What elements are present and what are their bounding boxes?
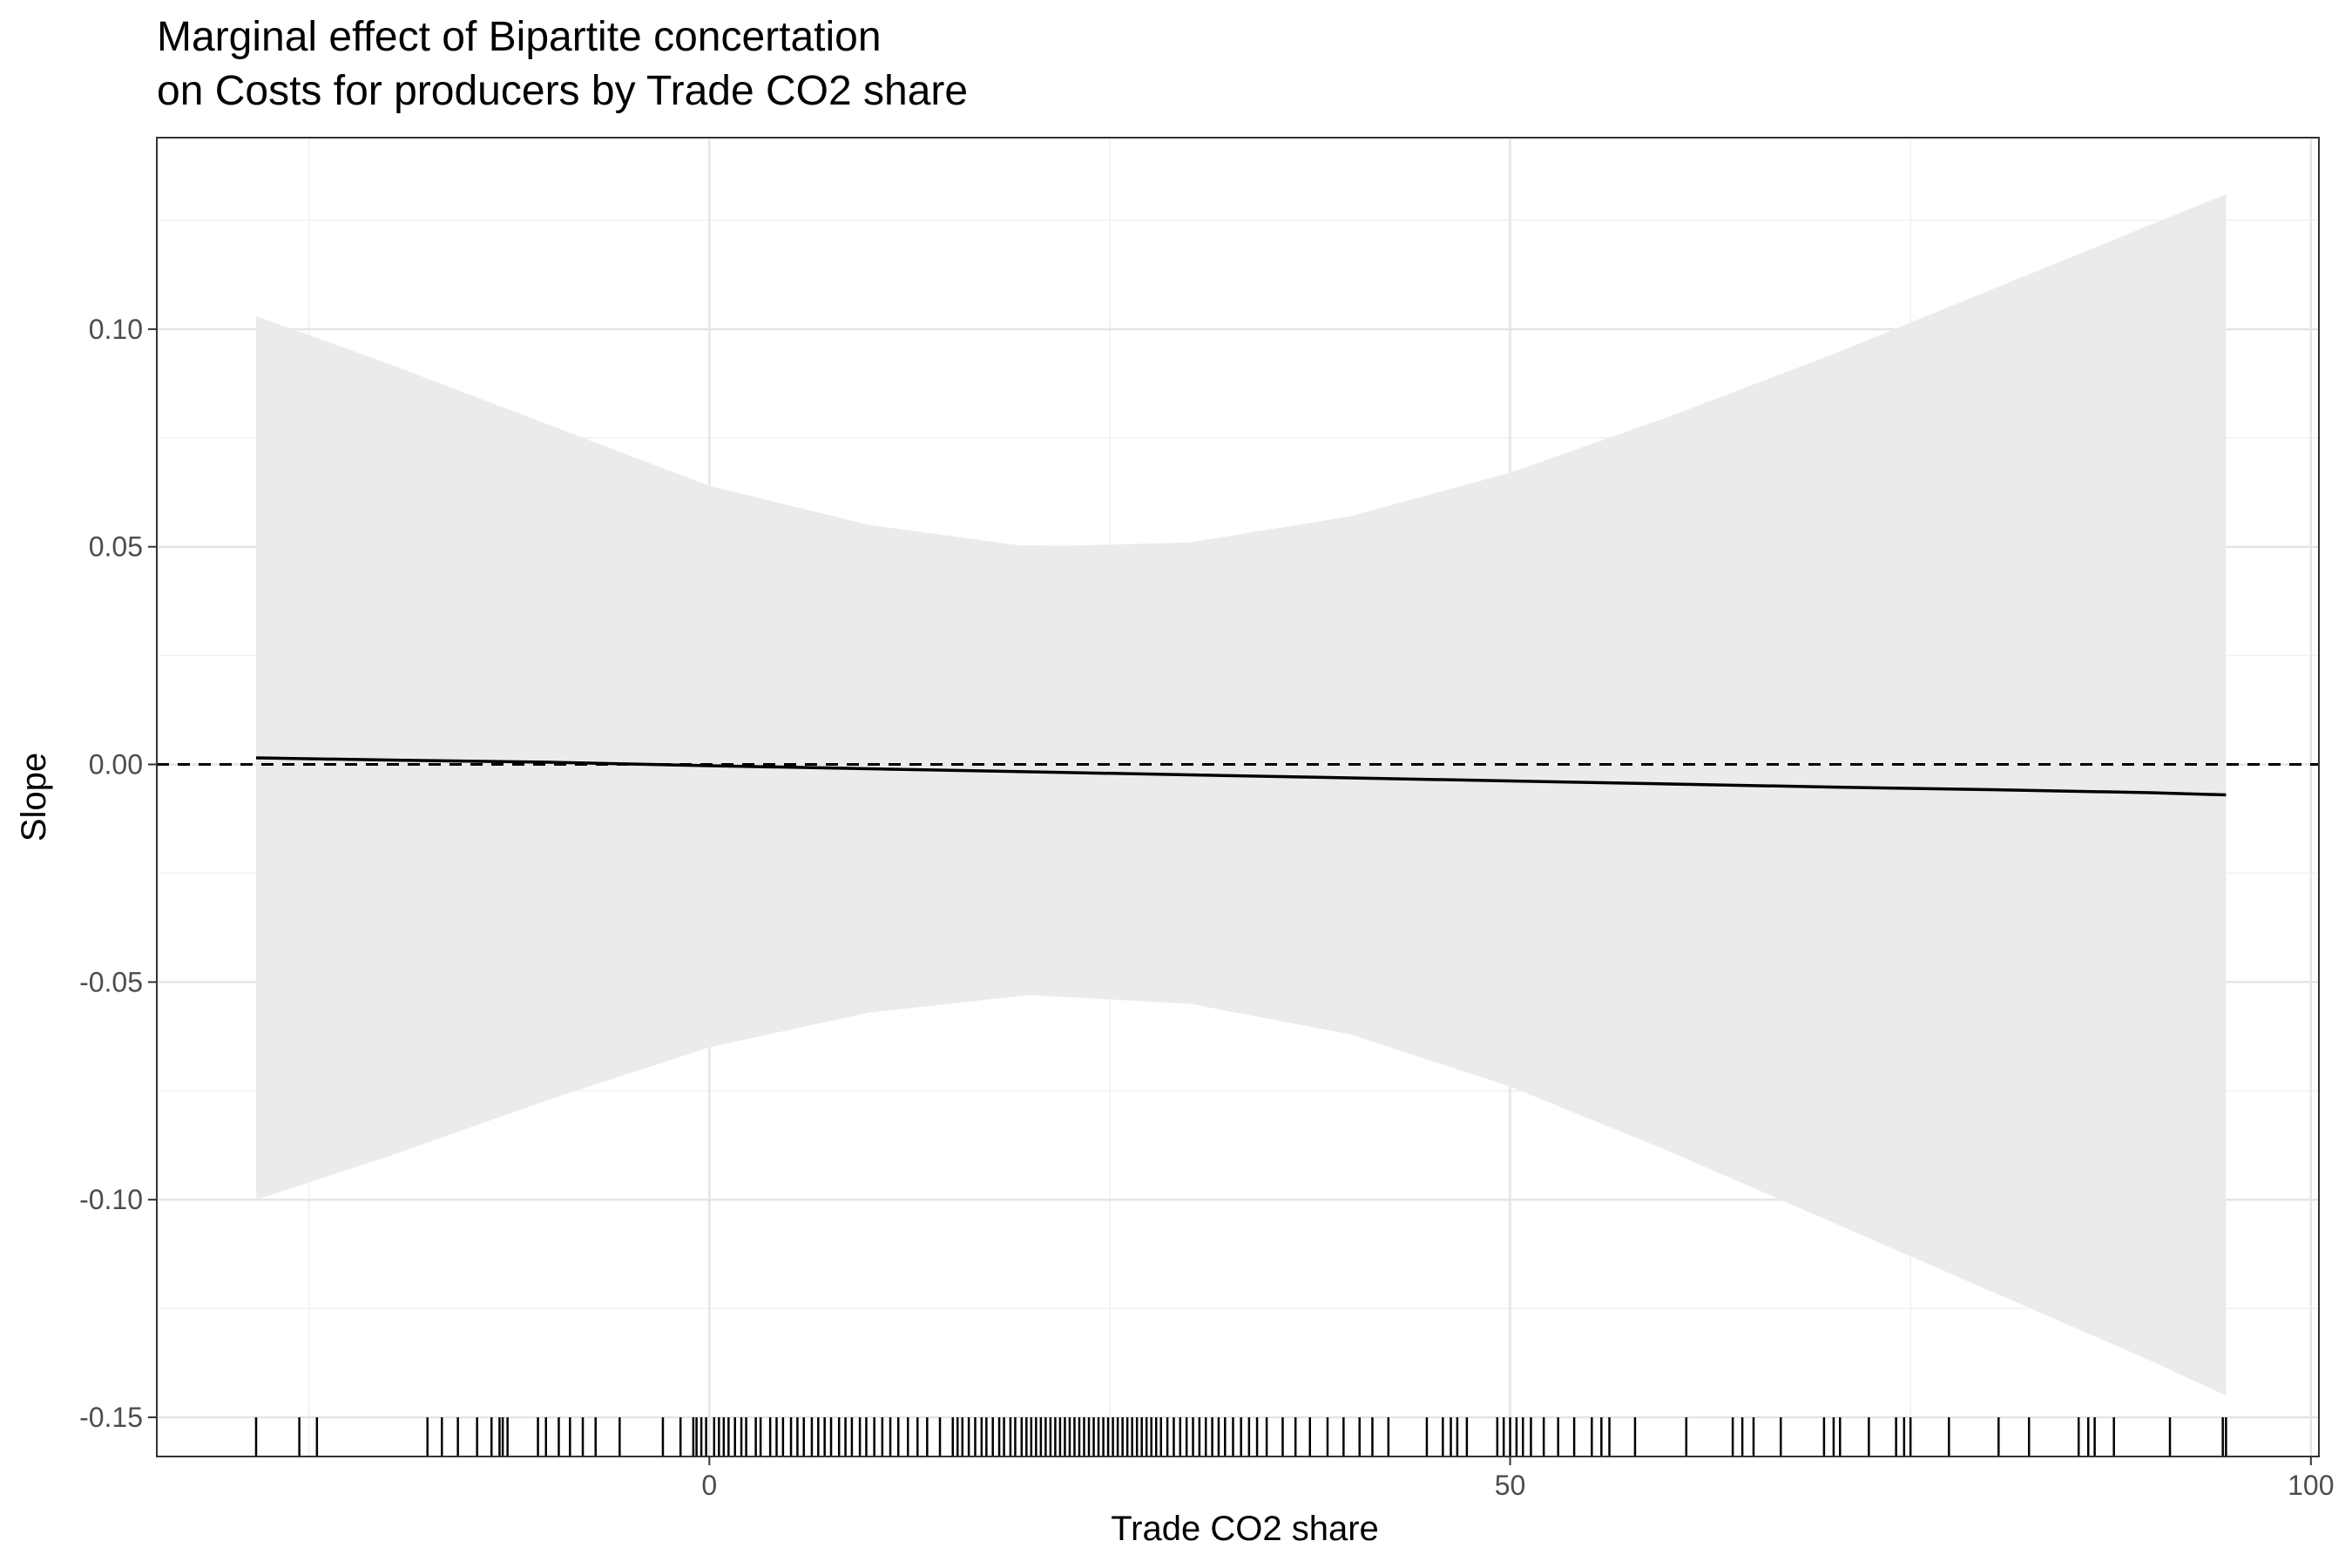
x-tick-label: 100 — [2288, 1470, 2334, 1501]
y-tick-label: -0.10 — [79, 1184, 143, 1215]
y-tick-label: -0.05 — [79, 966, 143, 997]
y-tick-label: 0.00 — [89, 749, 143, 781]
marginal-effect-line — [255, 756, 2227, 797]
plot-area — [156, 137, 2320, 1457]
x-tick-label: 50 — [1495, 1470, 1526, 1501]
plot-border — [156, 137, 2320, 1457]
x-axis: 0 50 100 — [701, 1456, 2335, 1501]
y-tick-label: -0.15 — [79, 1402, 143, 1433]
confidence-ribbon — [256, 194, 2227, 1396]
y-axis: -0.15 -0.10 -0.05 0.00 0.05 0.10 — [79, 314, 157, 1433]
x-tick-label: 0 — [701, 1470, 717, 1501]
y-axis-title: Slope — [15, 753, 53, 841]
y-tick-label: 0.10 — [89, 314, 143, 345]
chart-title-line-2: on Costs for producers by Trade CO2 shar… — [157, 68, 968, 114]
y-tick-label: 0.05 — [89, 531, 143, 563]
rug-marks — [254, 1417, 2227, 1456]
chart-title-line-1: Marginal effect of Bipartite concertatio… — [157, 14, 882, 60]
x-axis-title: Trade CO2 share — [1111, 1510, 1379, 1548]
